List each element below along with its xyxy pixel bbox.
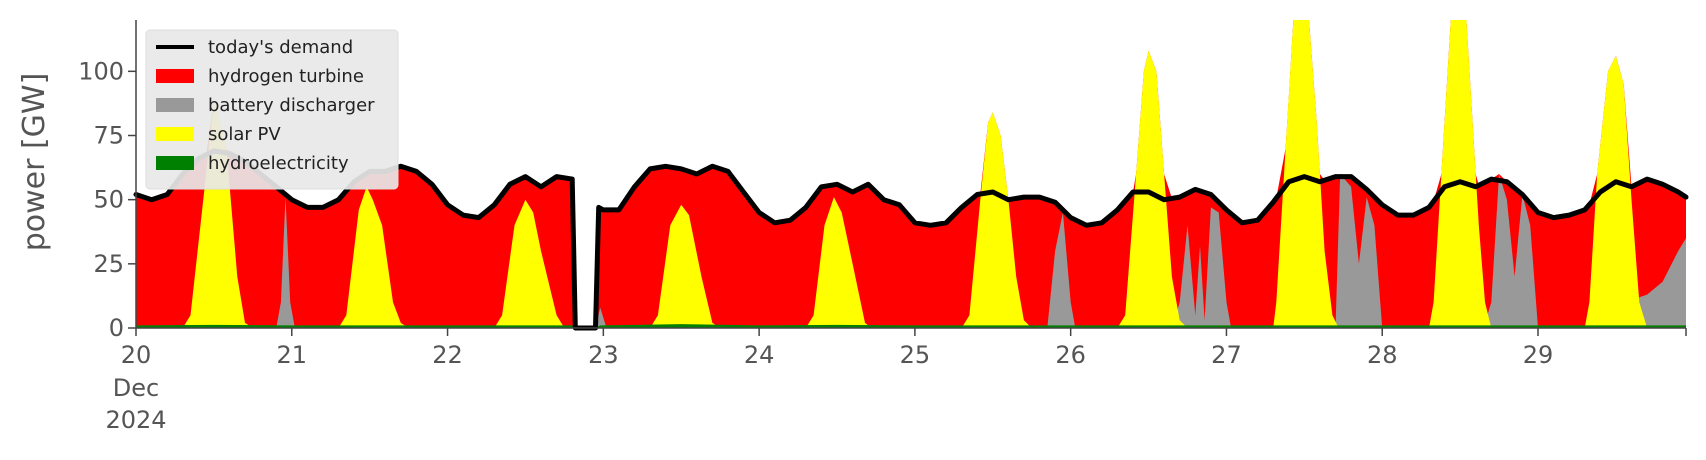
x-tick-label: 27 <box>1211 341 1242 369</box>
legend: today's demand hydrogen turbine battery di… <box>145 29 399 190</box>
battery-discharger-area <box>136 174 1686 328</box>
legend-swatch <box>156 127 194 141</box>
x-tick-label: 29 <box>1523 341 1554 369</box>
y-tick-label: 50 <box>93 186 124 214</box>
legend-label: battery discharger <box>208 95 375 116</box>
legend-box <box>145 29 399 190</box>
x-tick-sublabel: Dec <box>113 374 159 402</box>
solar-pv-area <box>136 20 1686 328</box>
y-tick-label: 100 <box>78 57 124 85</box>
y-tick-label: 25 <box>93 250 124 278</box>
legend-swatch <box>156 156 194 170</box>
axes: 0 25 50 75 100 20 Dec 2024 21 22 23 24 25 26 27 28 29 <box>78 20 1687 434</box>
legend-label: hydroelectricity <box>208 153 349 174</box>
x-tick-sublabel: 2024 <box>105 406 166 434</box>
legend-label: hydrogen turbine <box>208 66 364 87</box>
x-tick-label: 24 <box>744 341 775 369</box>
todays-demand-line <box>133 148 1689 331</box>
legend-swatch <box>156 69 194 83</box>
x-tick-label: 25 <box>900 341 931 369</box>
x-tick-label: 20 <box>121 341 152 369</box>
x-tick-label: 21 <box>277 341 308 369</box>
y-axis-title: power [GW] <box>17 73 52 252</box>
legend-swatch <box>156 98 194 112</box>
legend-label: solar PV <box>208 124 281 145</box>
y-tick-label: 0 <box>109 314 124 342</box>
x-tick-label: 26 <box>1055 341 1086 369</box>
hydroelectricity-area <box>136 324 1686 328</box>
x-tick-label: 28 <box>1367 341 1398 369</box>
y-tick-label: 75 <box>93 122 124 150</box>
plot-area <box>133 20 1689 331</box>
x-tick-label: 22 <box>432 341 463 369</box>
legend-label: today's demand <box>208 37 353 58</box>
x-tick-label: 23 <box>588 341 619 369</box>
